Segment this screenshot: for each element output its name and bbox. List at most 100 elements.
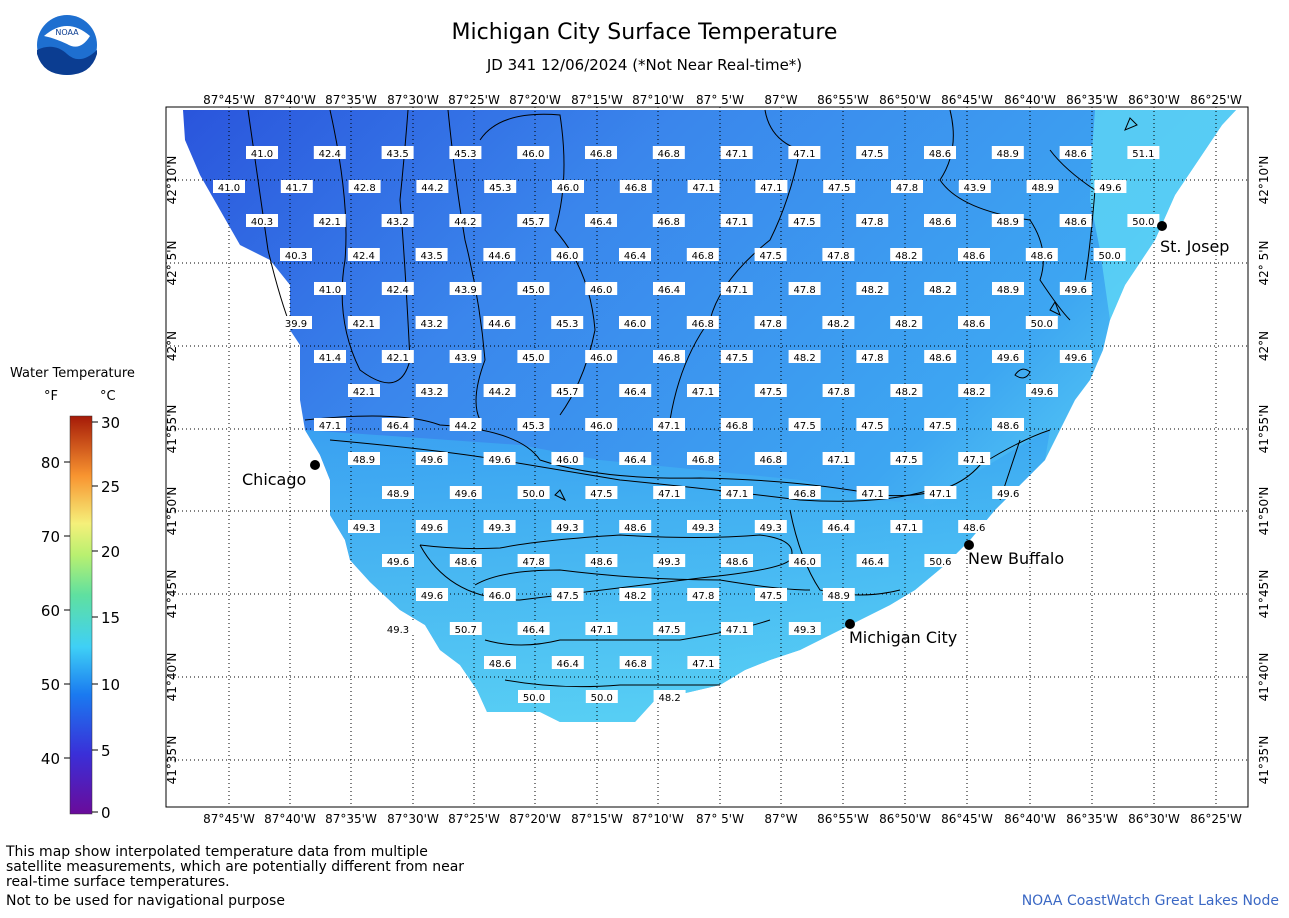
temperature-value-text: 49.3 <box>353 523 375 534</box>
temperature-value-box <box>449 622 482 635</box>
temperature-value-text: 47.8 <box>861 217 883 228</box>
temperature-value-box <box>517 554 550 567</box>
city-marker-michigan-city <box>845 619 855 629</box>
temperature-value-text: 49.6 <box>488 455 510 466</box>
temperature-value-text: 50.6 <box>929 557 951 568</box>
temperature-value-text: 47.8 <box>759 319 781 330</box>
temperature-value-text: 50.0 <box>591 693 613 704</box>
temperature-value: 50.0 <box>1025 316 1058 330</box>
temperature-value: 47.5 <box>754 248 787 262</box>
temperature-value-text: 46.0 <box>557 183 579 194</box>
lon-label: 87°15'W <box>571 93 623 107</box>
temperature-value-text: 46.8 <box>624 659 646 670</box>
temperature-value: 48.6 <box>484 656 516 670</box>
legend-f-tick: 70 <box>41 528 60 546</box>
temperature-value-box <box>619 588 652 601</box>
legend-celsius-ticks: 30 25 20 15 10 5 0 <box>101 414 120 822</box>
temperature-value: 47.5 <box>924 418 957 432</box>
lon-label: 87°45'W <box>203 812 255 826</box>
temperature-value-text: 40.3 <box>285 251 307 262</box>
top-longitude-labels: 87°45'W 87°40'W 87°35'W 87°30'W 87°25'W … <box>203 93 1242 107</box>
city-label-chicago: Chicago <box>242 470 306 489</box>
temperature-value: 47.8 <box>856 214 889 228</box>
lon-label: 87°10'W <box>632 93 684 107</box>
temperature-value-box <box>347 248 380 261</box>
lon-label: 86°50'W <box>879 812 931 826</box>
temperature-value-text: 44.2 <box>488 387 510 398</box>
credit-link[interactable]: NOAA CoastWatch Great Lakes Node <box>1021 893 1279 909</box>
temperature-value: 42.8 <box>348 180 381 194</box>
temperature-value-box <box>585 622 618 635</box>
temperature-value-box <box>856 554 889 567</box>
temperature-value: 48.9 <box>991 214 1024 228</box>
temperature-value-text: 49.3 <box>387 625 409 636</box>
lat-label: 42°N <box>1257 331 1271 361</box>
temperature-value: 48.6 <box>958 248 990 262</box>
temperature-value-box <box>856 282 889 295</box>
temperature-value: 50.0 <box>1093 248 1126 262</box>
temperature-value: 49.6 <box>1059 282 1092 296</box>
temperature-value: 44.2 <box>449 214 482 228</box>
temperature-value-text: 47.5 <box>861 149 883 160</box>
temperature-value-text: 41.0 <box>218 183 240 194</box>
legend-title: Water Temperature <box>10 366 135 381</box>
temperature-value-text: 47.5 <box>658 625 680 636</box>
temperature-value-box <box>1025 248 1058 261</box>
temperature-value-text: 47.8 <box>827 251 849 262</box>
temperature-value: 48.6 <box>1025 248 1058 262</box>
legend-fahrenheit-ticks: 80 70 60 50 40 <box>41 454 60 768</box>
legend-c-tick: 30 <box>101 414 120 432</box>
temperature-value-text: 48.9 <box>828 591 850 602</box>
temperature-value-box <box>382 622 414 635</box>
lon-label: 86°40'W <box>1004 93 1056 107</box>
temperature-value-text: 49.6 <box>421 591 443 602</box>
temperature-value: 44.6 <box>483 316 516 330</box>
temperature-value-text: 40.3 <box>251 217 273 228</box>
temperature-value: 46.8 <box>585 146 617 160</box>
temperature-value-text: 44.6 <box>488 319 510 330</box>
temperature-value: 48.9 <box>822 588 855 602</box>
temperature-value-box <box>720 146 753 159</box>
lat-label: 41°50'N <box>1257 487 1271 536</box>
temperature-value-box <box>1094 180 1127 193</box>
temperature-value-box <box>653 622 686 635</box>
temperature-value: 46.4 <box>517 622 550 636</box>
legend-c-tick: 5 <box>101 742 111 760</box>
temperature-value-text: 47.5 <box>726 353 748 364</box>
temperature-value: 44.2 <box>416 180 449 194</box>
temperature-value-text: 44.2 <box>454 421 476 432</box>
temperature-value: 47.8 <box>754 316 787 330</box>
temperature-value-text: 41.0 <box>319 285 341 296</box>
temperature-value-box <box>585 214 617 227</box>
temperature-value-text: 46.4 <box>522 625 544 636</box>
warm-southern-waters <box>305 430 1050 722</box>
temperature-value: 50.6 <box>924 554 957 568</box>
temperature-value-box <box>585 486 618 499</box>
temperature-value: 46.4 <box>619 384 652 398</box>
temperature-value-box <box>517 282 550 295</box>
temperature-value-text: 47.5 <box>760 387 782 398</box>
temperature-value-text: 47.8 <box>861 353 883 364</box>
lat-label: 41°55'N <box>165 405 179 454</box>
temperature-value-text: 49.6 <box>1065 285 1087 296</box>
temperature-value-text: 45.3 <box>522 421 544 432</box>
temperature-value: 48.6 <box>1059 214 1092 228</box>
lon-label: 86°50'W <box>879 93 931 107</box>
lat-label: 41°35'N <box>1257 736 1271 785</box>
temperature-value-box <box>483 520 516 533</box>
temperature-value-box <box>754 384 787 397</box>
temperature-value: 47.1 <box>687 180 720 194</box>
temperature-value: 46.8 <box>619 180 652 194</box>
lon-label: 86°45'W <box>941 93 993 107</box>
temperature-value: 45.3 <box>484 180 517 194</box>
temperature-value: 39.9 <box>280 316 312 330</box>
temperature-value-box <box>1093 248 1126 261</box>
temperature-value: 48.2 <box>619 588 652 602</box>
temperature-value: 48.2 <box>822 316 855 330</box>
lat-label: 42°N <box>165 331 179 361</box>
temperature-value-box <box>788 554 821 567</box>
lon-label: 87°20'W <box>509 93 561 107</box>
temperature-value: 48.6 <box>958 520 991 534</box>
temperature-value-box <box>687 384 719 397</box>
temperature-value: 41.0 <box>213 180 245 194</box>
